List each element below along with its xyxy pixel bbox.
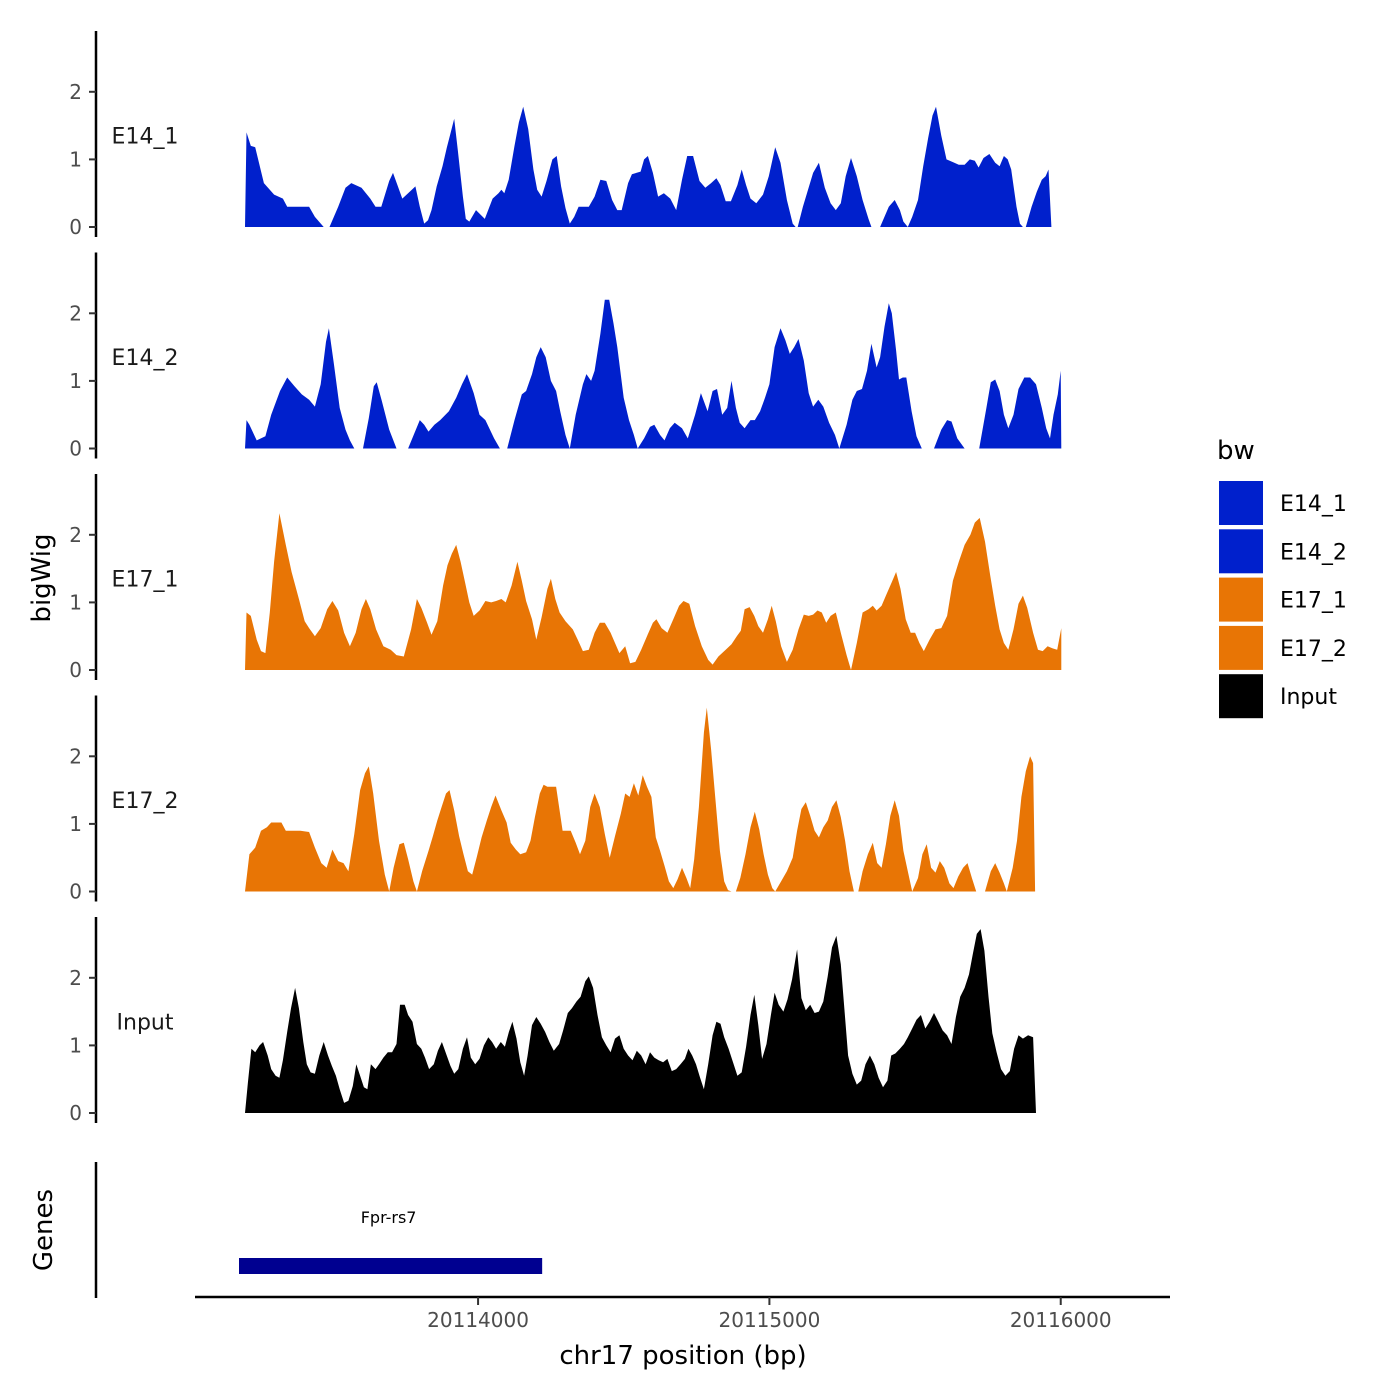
- signal-area: [245, 132, 324, 227]
- y-tick-label: 2: [69, 523, 82, 547]
- signal-tracks: 0 1 2 E14_1 0 1 2 E14_2 0 1 2 E17_1 0 1 2 E17_2 0 1 2 Input: [69, 31, 1062, 1125]
- legend-label: E17_2: [1280, 637, 1347, 662]
- signal-area: [245, 707, 732, 892]
- track-e14-1: 0 1 2 E14_1: [69, 31, 1052, 239]
- legend-swatch: [1219, 674, 1263, 719]
- track-label: E17_1: [112, 568, 179, 593]
- y-tick-label: 1: [69, 369, 82, 393]
- y-tick-label: 1: [69, 590, 82, 614]
- legend-label: E17_1: [1280, 589, 1347, 614]
- genes-track-label: Genes: [29, 1189, 59, 1271]
- legend-swatch: [1219, 481, 1263, 525]
- y-tick-label: 0: [69, 215, 82, 239]
- signal-area: [329, 106, 872, 227]
- genes-track: Genes Fpr-rs7: [29, 1162, 543, 1298]
- x-tick-label: 20115000: [719, 1308, 821, 1332]
- signal-area: [245, 513, 1062, 670]
- signal-area: [979, 370, 1062, 449]
- track-label: E14_1: [112, 125, 179, 150]
- legend-swatch: [1219, 577, 1263, 622]
- signal-area: [245, 929, 1036, 1113]
- y-tick-label: 2: [69, 966, 82, 990]
- signal-area: [934, 420, 965, 449]
- y-tick-label: 1: [69, 147, 82, 171]
- y-tick-label: 0: [69, 658, 82, 682]
- legend-swatch: [1219, 625, 1263, 670]
- gene-exon-bar: [239, 1258, 543, 1274]
- track-e17-2: 0 1 2 E17_2: [69, 695, 1036, 904]
- gene-model-fpr-rs7: [239, 1258, 543, 1274]
- y-axis-title: bigWig: [27, 533, 57, 622]
- x-tick-label: 20114000: [427, 1308, 529, 1332]
- y-tick-label: 2: [69, 301, 82, 325]
- track-e17-1: 0 1 2 E17_1: [69, 474, 1062, 682]
- y-tick-label: 0: [69, 1101, 82, 1125]
- signal-area: [245, 328, 355, 449]
- signal-area: [408, 374, 500, 449]
- track-label: E17_2: [112, 789, 179, 814]
- signal-area: [735, 800, 854, 892]
- y-tick-label: 1: [69, 1033, 82, 1057]
- legend-label: Input: [1280, 685, 1337, 710]
- track-input: 0 1 2 Input: [69, 917, 1036, 1125]
- legend-label: E14_1: [1280, 492, 1347, 517]
- x-axis: 20114000 20115000 20116000: [195, 1295, 1170, 1332]
- legend-swatch: [1219, 529, 1263, 574]
- signal-area: [985, 756, 1036, 892]
- signal-area: [507, 299, 922, 449]
- legend-title: bw: [1217, 436, 1255, 466]
- x-axis-title: chr17 position (bp): [559, 1341, 806, 1371]
- gene-name-label: Fpr-rs7: [361, 1208, 417, 1227]
- track-label: Input: [117, 1011, 174, 1036]
- y-tick-label: 0: [69, 880, 82, 904]
- signal-area: [858, 800, 977, 892]
- y-tick-label: 2: [69, 744, 82, 768]
- legend-label: E14_2: [1280, 540, 1347, 565]
- x-tick-label: 20116000: [1010, 1308, 1112, 1332]
- track-e14-2: 0 1 2 E14_2: [69, 252, 1062, 461]
- y-tick-label: 2: [69, 80, 82, 104]
- track-label: E14_2: [112, 346, 179, 371]
- signal-area: [880, 106, 1052, 227]
- signal-area: [363, 382, 397, 449]
- legend: bw E14_1 E14_2 E17_1 E17_2 Input: [1217, 436, 1347, 719]
- y-tick-label: 0: [69, 437, 82, 461]
- y-tick-label: 1: [69, 812, 82, 836]
